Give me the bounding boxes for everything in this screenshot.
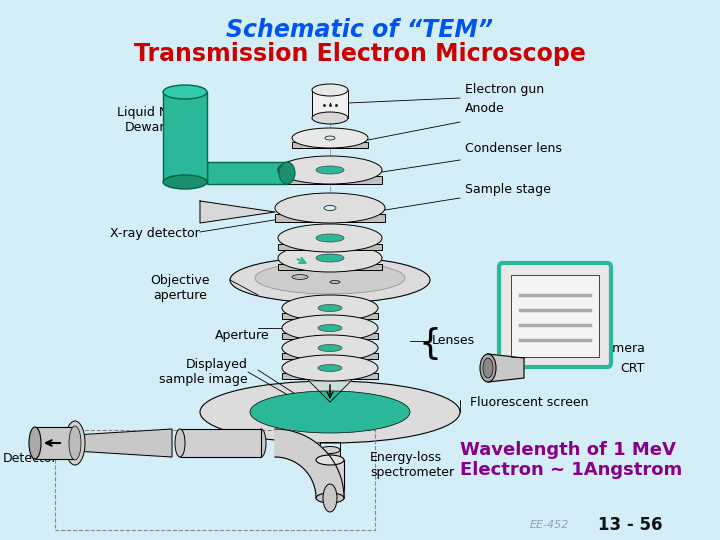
Ellipse shape: [278, 244, 382, 272]
Text: Aperture: Aperture: [215, 329, 269, 342]
Ellipse shape: [163, 85, 207, 99]
Text: Sample stage: Sample stage: [465, 184, 551, 197]
Bar: [207, 162, 287, 184]
Text: Wavelength of 1 MeV
Electron ~ 1Angstrom: Wavelength of 1 MeV Electron ~ 1Angstrom: [460, 441, 683, 480]
Text: 13 - 56: 13 - 56: [598, 516, 662, 534]
Polygon shape: [282, 333, 378, 339]
Bar: [511, 275, 599, 357]
Ellipse shape: [325, 136, 335, 140]
Text: Detector: Detector: [3, 451, 58, 464]
Text: Transmission Electron Microscope: Transmission Electron Microscope: [134, 42, 586, 66]
Text: Objective
aperture: Objective aperture: [150, 274, 210, 302]
Polygon shape: [200, 201, 275, 223]
Bar: [316, 460, 344, 498]
Ellipse shape: [200, 381, 460, 443]
Ellipse shape: [163, 175, 207, 189]
Ellipse shape: [256, 429, 266, 457]
Ellipse shape: [255, 262, 405, 294]
Ellipse shape: [69, 427, 81, 459]
Ellipse shape: [483, 358, 493, 378]
Ellipse shape: [330, 280, 340, 284]
Ellipse shape: [320, 447, 340, 454]
Polygon shape: [488, 354, 524, 382]
Polygon shape: [275, 429, 344, 498]
Bar: [35, 427, 75, 459]
Polygon shape: [275, 214, 385, 222]
Ellipse shape: [282, 315, 378, 341]
Ellipse shape: [175, 429, 185, 457]
Polygon shape: [292, 142, 368, 148]
Polygon shape: [282, 373, 378, 379]
Text: Lenses: Lenses: [432, 334, 475, 348]
Text: X-ray detector: X-ray detector: [110, 227, 200, 240]
Text: Electron gun: Electron gun: [465, 84, 544, 97]
Ellipse shape: [316, 234, 344, 242]
Ellipse shape: [292, 128, 368, 148]
Polygon shape: [278, 264, 382, 269]
Ellipse shape: [230, 257, 430, 303]
Text: Liquid N₂
Dewar: Liquid N₂ Dewar: [117, 106, 173, 134]
Ellipse shape: [320, 464, 340, 471]
Ellipse shape: [480, 354, 496, 382]
Bar: [320, 450, 340, 468]
Polygon shape: [308, 380, 352, 402]
Polygon shape: [282, 353, 378, 359]
Ellipse shape: [312, 112, 348, 124]
Text: Fluorescent screen: Fluorescent screen: [470, 395, 588, 408]
Ellipse shape: [318, 345, 342, 352]
Ellipse shape: [318, 325, 342, 332]
Ellipse shape: [29, 427, 41, 459]
Text: Schematic of “TEM”: Schematic of “TEM”: [226, 18, 494, 42]
Ellipse shape: [275, 193, 385, 223]
Ellipse shape: [324, 206, 336, 211]
Ellipse shape: [316, 493, 344, 503]
Ellipse shape: [316, 455, 344, 465]
Ellipse shape: [278, 224, 382, 252]
Ellipse shape: [282, 335, 378, 361]
Ellipse shape: [292, 275, 308, 279]
Ellipse shape: [282, 295, 378, 321]
Polygon shape: [278, 244, 382, 249]
Text: EE-452: EE-452: [530, 520, 570, 530]
Text: Anode: Anode: [465, 102, 505, 114]
Text: Energy-loss
spectrometer: Energy-loss spectrometer: [370, 451, 454, 479]
Bar: [180, 429, 261, 457]
Bar: [312, 90, 348, 118]
Ellipse shape: [318, 364, 342, 372]
Ellipse shape: [65, 421, 85, 465]
Ellipse shape: [279, 162, 295, 184]
Text: }: }: [410, 324, 433, 358]
Text: CCD video camera: CCD video camera: [528, 341, 645, 354]
Polygon shape: [75, 429, 172, 457]
Polygon shape: [278, 176, 382, 184]
Text: Condenser lens: Condenser lens: [465, 141, 562, 154]
Ellipse shape: [318, 305, 342, 312]
Bar: [55, 430, 375, 530]
Ellipse shape: [278, 156, 382, 184]
Ellipse shape: [312, 84, 348, 96]
FancyBboxPatch shape: [499, 263, 611, 367]
Ellipse shape: [282, 355, 378, 381]
Ellipse shape: [250, 391, 410, 433]
Polygon shape: [282, 313, 378, 319]
Text: Displayed
sample image: Displayed sample image: [159, 358, 248, 386]
Ellipse shape: [316, 254, 344, 262]
Text: CRT: CRT: [620, 361, 644, 375]
Ellipse shape: [323, 484, 337, 512]
Bar: [163, 92, 207, 182]
Ellipse shape: [316, 166, 344, 174]
Ellipse shape: [69, 426, 81, 460]
